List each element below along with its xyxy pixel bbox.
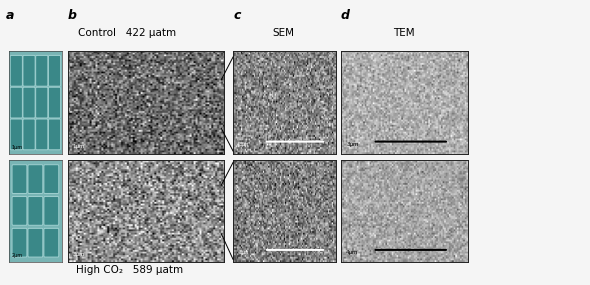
Text: a: a [6,9,14,22]
FancyBboxPatch shape [23,119,35,150]
FancyBboxPatch shape [23,55,35,86]
FancyBboxPatch shape [10,119,22,150]
Text: b: b [68,9,77,22]
FancyBboxPatch shape [10,87,22,118]
FancyBboxPatch shape [44,197,59,225]
Text: SEM: SEM [272,28,294,38]
Text: 3μn: 3μn [238,142,249,147]
FancyBboxPatch shape [12,197,27,225]
Text: 3μn: 3μn [238,250,249,255]
FancyBboxPatch shape [35,87,48,118]
Text: 2μm: 2μm [11,253,22,258]
FancyBboxPatch shape [28,197,43,225]
FancyBboxPatch shape [10,55,22,86]
FancyBboxPatch shape [35,119,48,150]
FancyBboxPatch shape [28,228,43,257]
Text: 4μm: 4μm [346,250,359,255]
Text: 3μm: 3μm [346,142,359,147]
FancyBboxPatch shape [23,87,35,118]
Text: High CO₂   589 μatm: High CO₂ 589 μatm [76,265,183,275]
FancyBboxPatch shape [44,165,59,194]
Text: Control   422 μatm: Control 422 μatm [78,28,176,38]
FancyBboxPatch shape [12,165,27,194]
Text: d: d [341,9,350,22]
Text: TEM: TEM [394,28,415,38]
FancyBboxPatch shape [48,87,61,118]
Text: c: c [233,9,241,22]
FancyBboxPatch shape [35,55,48,86]
Text: 3μm: 3μm [73,252,85,257]
Text: 1μm: 1μm [11,145,22,150]
FancyBboxPatch shape [44,228,59,257]
FancyBboxPatch shape [48,119,61,150]
Text: 1μm: 1μm [73,144,85,149]
FancyBboxPatch shape [48,55,61,86]
FancyBboxPatch shape [28,165,43,194]
FancyBboxPatch shape [12,228,27,257]
